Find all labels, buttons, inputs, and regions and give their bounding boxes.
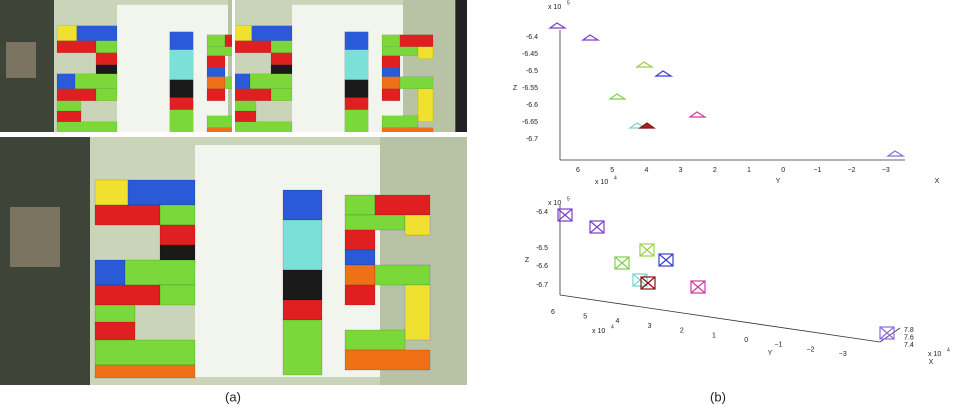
axis-exponent: x 10	[548, 4, 561, 11]
camera	[639, 243, 655, 257]
camera	[658, 253, 674, 267]
y-tick-label: −3	[839, 351, 847, 358]
camera	[886, 150, 906, 157]
y-tick-label: 6	[551, 309, 555, 316]
axis-label: Z	[525, 257, 530, 264]
z-tick-label: -6.6	[526, 102, 538, 109]
y-tick-label: 1	[712, 332, 716, 339]
axis-exponent: 4	[611, 324, 614, 330]
photo-content	[0, 137, 467, 385]
camera	[589, 220, 605, 234]
axis-exponent: 4	[614, 175, 617, 181]
axis-label: X	[935, 178, 940, 185]
camera	[557, 208, 573, 222]
z-tick-label: -6.7	[536, 282, 548, 289]
caption: (a)	[225, 389, 241, 404]
photo-bottom	[0, 137, 467, 385]
axis-line	[559, 294, 881, 343]
z-tick-label: -6.55	[522, 85, 538, 92]
y-tick-label: 6	[576, 167, 580, 174]
y-tick-label: −1	[774, 342, 782, 349]
camera-poses	[557, 208, 895, 340]
axis-exponent: x 10	[595, 179, 608, 186]
camera	[628, 122, 648, 129]
camera	[640, 276, 656, 290]
camera	[548, 22, 568, 29]
panel-a: (a)	[0, 0, 467, 404]
camera	[654, 70, 674, 77]
camera	[632, 273, 648, 287]
z-tick-label: -6.5	[536, 245, 548, 252]
y-tick-label: −2	[807, 346, 815, 353]
y-tick-label: 1	[747, 167, 751, 174]
camera	[690, 280, 706, 294]
axis-exponent: x 10	[592, 328, 605, 335]
y-tick-label: 3	[679, 167, 683, 174]
axis-label: Y	[776, 178, 781, 185]
camera	[608, 93, 628, 100]
y-tick-label: −2	[848, 167, 856, 174]
x-tick-label: 7.8	[904, 327, 914, 334]
z-tick-label: -6.5	[526, 68, 538, 75]
y-tick-label: −1	[813, 167, 821, 174]
camera	[581, 34, 601, 41]
x-tick-label: 7.4	[904, 342, 914, 349]
camera	[688, 111, 708, 118]
axis-exponent: x 10	[548, 200, 561, 207]
y-tick-label: 0	[781, 167, 785, 174]
camera-poses	[548, 22, 906, 157]
y-tick-label: 2	[680, 328, 684, 335]
y-tick-label: 5	[583, 314, 587, 321]
camera	[638, 122, 656, 129]
y-tick-label: 3	[648, 323, 652, 330]
z-tick-label: -6.4	[526, 34, 538, 41]
axis-exponent: x 10	[928, 351, 941, 358]
axis-label: Y	[768, 350, 773, 357]
axis-exponent: 5	[567, 196, 570, 202]
panel-b: (b) -6.4 -6.4	[513, 0, 950, 404]
y-tick-label: 2	[713, 167, 717, 174]
y-tick-label: 4	[615, 318, 619, 325]
y-tick-label: 4	[644, 167, 648, 174]
axis-label: Z	[513, 85, 518, 92]
z-tick-label: -6.7	[526, 136, 538, 143]
axis-label: X	[929, 359, 934, 366]
caption: (b)	[710, 389, 726, 404]
axis-exponent: 5	[567, 0, 570, 6]
axis-exponent: 4	[947, 347, 950, 353]
z-tick-label: -6.45	[522, 51, 538, 58]
camera	[635, 61, 655, 68]
z-tick-label: -6.4	[536, 209, 548, 216]
y-tick-label: 5	[610, 167, 614, 174]
z-tick-label: -6.6	[536, 263, 548, 270]
x-tick-label: 7.6	[904, 334, 914, 341]
camera	[879, 326, 895, 340]
y-tick-label: −3	[882, 167, 890, 174]
z-tick-label: -6.65	[522, 119, 538, 126]
camera	[614, 256, 630, 270]
y-tick-label: 0	[744, 337, 748, 344]
